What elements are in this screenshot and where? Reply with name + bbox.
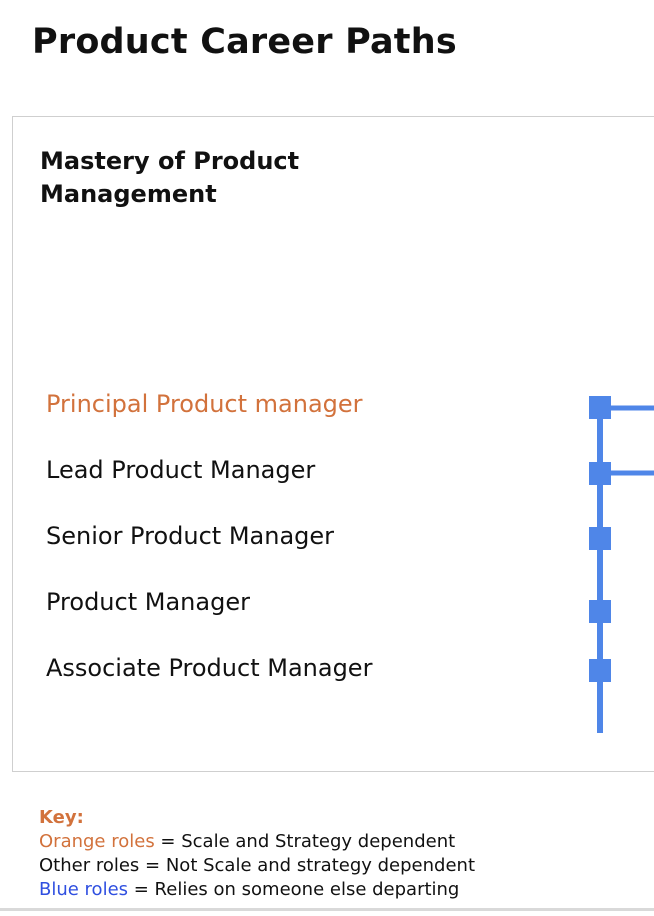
- legend-desc-blue: = Relies on someone else departing: [128, 879, 460, 900]
- legend-desc-orange: = Scale and Strategy dependent: [154, 831, 456, 852]
- bottom-divider: [0, 908, 654, 911]
- panel-title: Mastery of Product Management: [40, 147, 300, 208]
- role-principal-product-manager: Principal Product manager: [46, 390, 363, 418]
- legend-item-other: Other roles = Not Scale and strategy dep…: [39, 854, 475, 878]
- role-lead-product-manager: Lead Product Manager: [46, 456, 316, 484]
- role-senior-product-manager: Senior Product Manager: [46, 522, 335, 550]
- legend-desc-other: = Not Scale and strategy dependent: [139, 855, 476, 876]
- legend-key: Key: Orange roles = Scale and Strategy d…: [39, 806, 475, 902]
- legend-title: Key:: [39, 807, 84, 828]
- role-associate-product-manager: Associate Product Manager: [46, 654, 373, 682]
- legend-item-orange: Orange roles = Scale and Strategy depend…: [39, 830, 475, 854]
- legend-term-other: Other roles: [39, 855, 140, 876]
- legend-term-orange: Orange roles: [39, 831, 155, 852]
- legend-term-blue: Blue roles: [39, 879, 129, 900]
- career-path-panel: [12, 116, 654, 772]
- legend-item-blue: Blue roles = Relies on someone else depa…: [39, 878, 475, 902]
- role-product-manager: Product Manager: [46, 588, 250, 616]
- page-title: Product Career Paths: [32, 22, 457, 62]
